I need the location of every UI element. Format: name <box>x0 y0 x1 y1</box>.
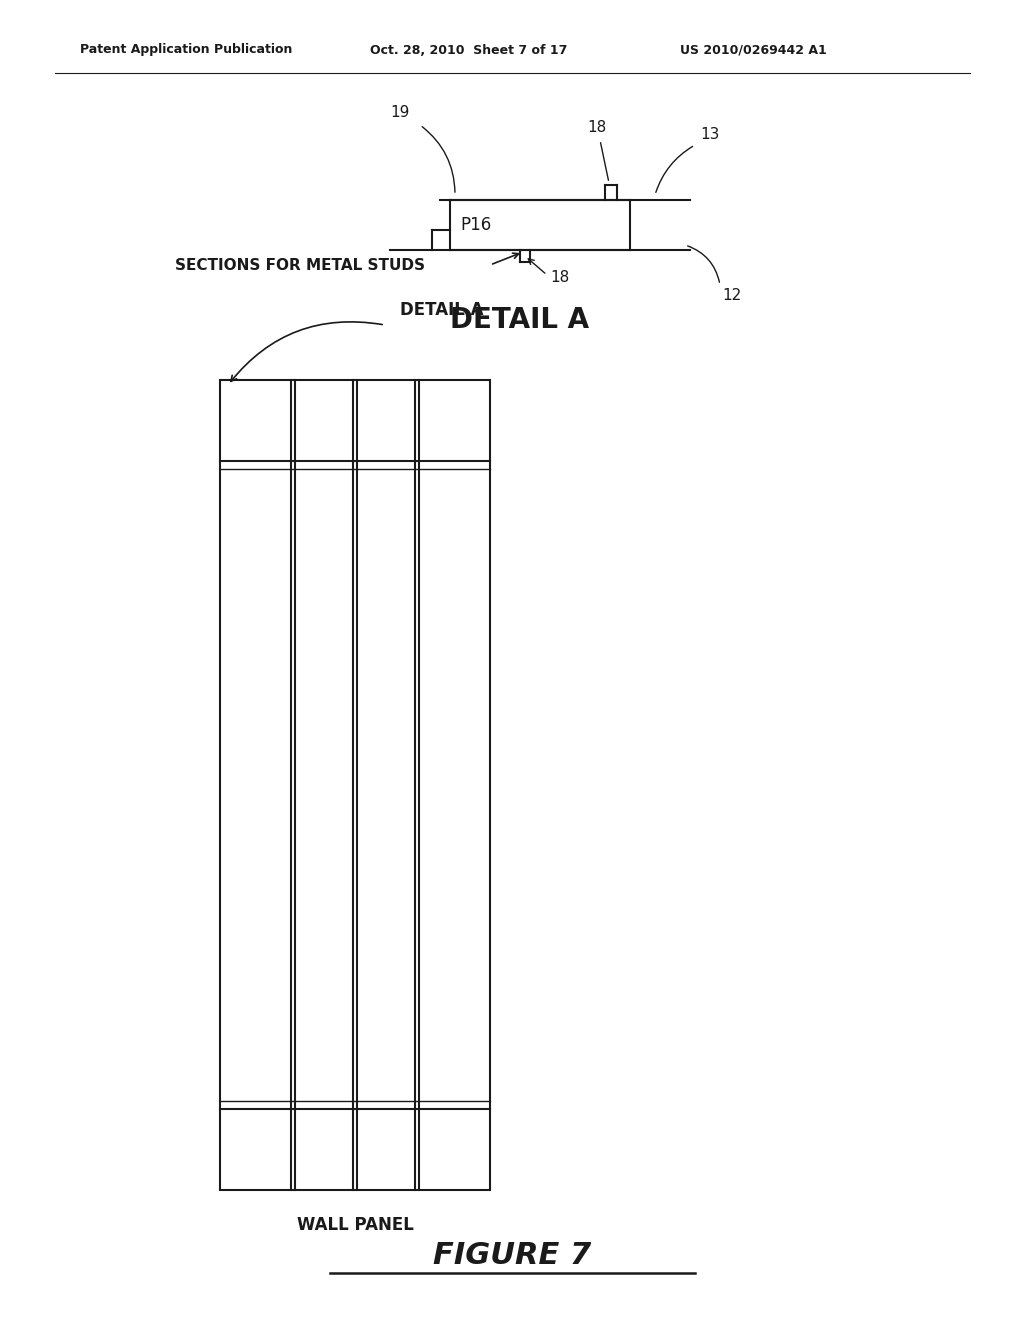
Text: Oct. 28, 2010  Sheet 7 of 17: Oct. 28, 2010 Sheet 7 of 17 <box>370 44 567 57</box>
Text: 13: 13 <box>700 127 720 143</box>
Text: SECTIONS FOR METAL STUDS: SECTIONS FOR METAL STUDS <box>175 257 425 272</box>
Text: US 2010/0269442 A1: US 2010/0269442 A1 <box>680 44 826 57</box>
Text: P16: P16 <box>460 216 492 234</box>
Text: Patent Application Publication: Patent Application Publication <box>80 44 293 57</box>
Text: WALL PANEL: WALL PANEL <box>297 1216 414 1234</box>
Text: DETAIL A: DETAIL A <box>400 301 483 319</box>
Text: 12: 12 <box>722 288 741 304</box>
Text: DETAIL A: DETAIL A <box>451 306 590 334</box>
Text: 18: 18 <box>550 271 569 285</box>
Text: 19: 19 <box>390 106 410 120</box>
Bar <box>220 380 490 1191</box>
Text: 18: 18 <box>588 120 606 135</box>
Text: FIGURE 7: FIGURE 7 <box>433 1241 591 1270</box>
